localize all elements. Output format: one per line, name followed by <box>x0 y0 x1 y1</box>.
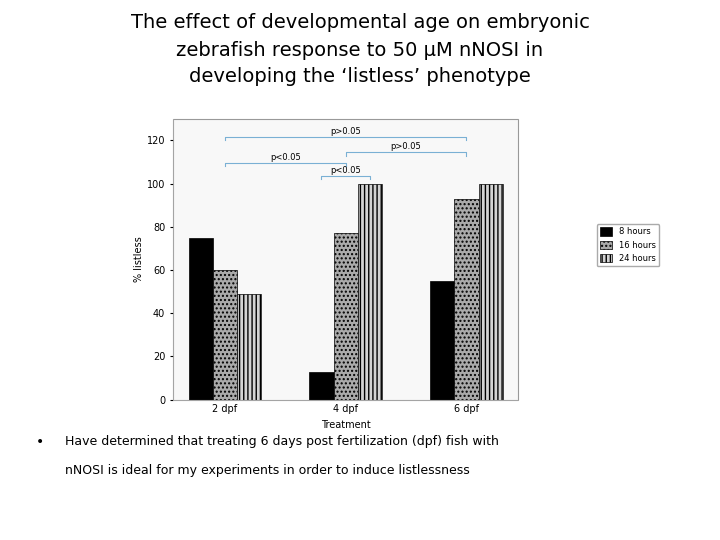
Text: p<0.05: p<0.05 <box>330 166 361 175</box>
Text: p>0.05: p>0.05 <box>391 142 421 151</box>
Text: zebrafish response to 50 μM nNOSI in: zebrafish response to 50 μM nNOSI in <box>176 40 544 59</box>
Text: nNOSI is ideal for my experiments in order to induce listlessness: nNOSI is ideal for my experiments in ord… <box>65 464 469 477</box>
Bar <box>237 294 261 400</box>
Text: Have determined that treating 6 days post fertilization (dpf) fish with: Have determined that treating 6 days pos… <box>65 435 499 448</box>
Text: p<0.05: p<0.05 <box>270 153 300 162</box>
Bar <box>454 199 479 400</box>
Text: •: • <box>36 435 44 449</box>
Bar <box>310 372 333 400</box>
Bar <box>173 119 518 400</box>
Bar <box>333 233 358 400</box>
Bar <box>189 238 212 400</box>
Legend: 8 hours, 16 hours, 24 hours: 8 hours, 16 hours, 24 hours <box>597 224 660 266</box>
Bar <box>479 184 503 400</box>
Bar <box>212 270 237 400</box>
Bar <box>430 281 454 400</box>
Bar <box>358 184 382 400</box>
Text: developing the ‘listless’ phenotype: developing the ‘listless’ phenotype <box>189 68 531 86</box>
Y-axis label: % listless: % listless <box>134 237 144 282</box>
Text: p>0.05: p>0.05 <box>330 127 361 136</box>
Text: The effect of developmental age on embryonic: The effect of developmental age on embry… <box>130 14 590 32</box>
X-axis label: Treatment: Treatment <box>320 420 371 430</box>
